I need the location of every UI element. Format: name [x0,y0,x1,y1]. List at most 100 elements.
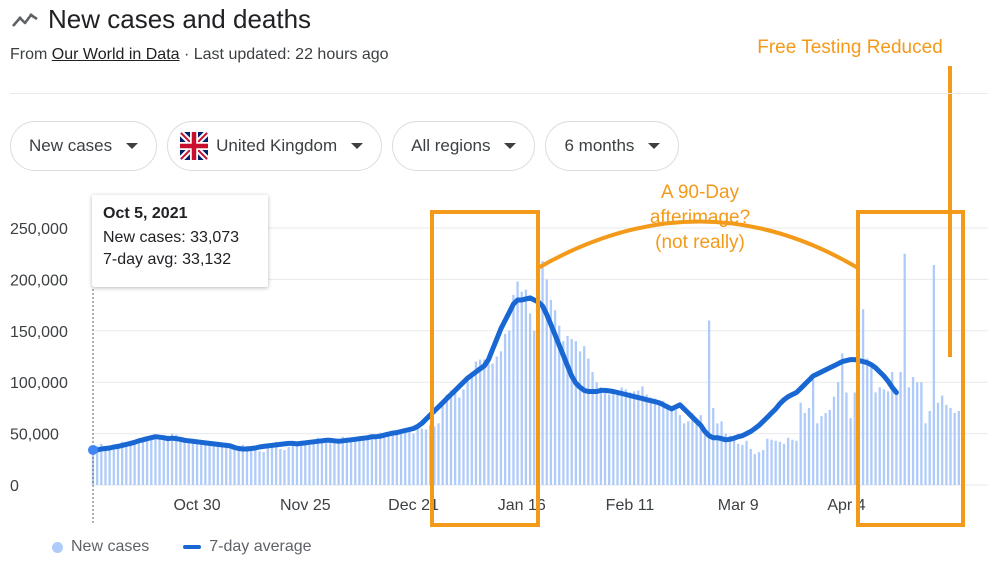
range-dropdown-label: 6 months [564,136,635,155]
tooltip-cases: New cases: 33,073 [103,229,240,246]
caret-down-icon [504,143,517,149]
tooltip-avg: 7-day avg: 33,132 [103,251,232,268]
metric-dropdown-label: New cases [29,136,113,155]
bar [316,437,319,485]
bar [553,310,557,485]
bar [483,359,486,485]
y-tick-label: 200,000 [10,272,68,289]
bar [216,445,220,485]
bar [175,434,178,485]
legend-swatch-7-day-average [183,545,202,549]
annotation-overlay [430,66,965,527]
bar [341,436,344,485]
range-dropdown[interactable]: 6 months [545,121,680,171]
bar [745,440,748,485]
bar [125,442,128,485]
x-tick-label: Mar 9 [718,497,759,514]
bar [145,437,149,485]
bar [795,440,798,485]
region-dropdown[interactable]: All regions [392,121,536,171]
bar [320,439,324,485]
bar [262,452,265,485]
bar [895,394,898,485]
bar [379,432,382,485]
bar [778,441,781,485]
bar [657,402,661,485]
bar [404,430,407,485]
legend-swatch-new-cases [52,541,63,553]
bar [241,444,245,485]
source-link[interactable]: Our World in Data [51,46,180,63]
bar [366,436,369,485]
divider [10,93,988,94]
bar [129,440,132,485]
y-tick-label: 100,000 [10,375,68,392]
bar [225,443,228,485]
line-series-7-day-average [90,295,899,454]
bar [845,392,848,485]
bar [520,291,523,485]
bar [545,279,548,485]
country-dropdown[interactable]: United Kingdom [167,121,383,171]
bar [566,335,569,485]
bar [374,437,378,485]
bar-series-new-cases [91,253,965,485]
bar [204,444,207,485]
bar [466,381,469,485]
bar [666,405,669,485]
bar [412,433,415,485]
bar [787,437,790,485]
legend-label-7-day-average: 7-day average [209,538,312,555]
bar [949,407,952,485]
bar [782,443,786,485]
bar [503,333,507,485]
bar [886,391,890,485]
bar [882,389,886,485]
bar [853,392,856,485]
bar [920,382,923,485]
bar [699,415,702,485]
bar [691,413,694,485]
bar [154,434,157,485]
caret-down-icon [126,143,139,149]
bar [741,444,744,485]
caret-down-icon [351,143,364,149]
bar [645,394,648,485]
bar [832,396,836,485]
bar [324,441,328,485]
y-tick-label: 250,000 [10,221,68,238]
bar [441,404,444,485]
bar [112,444,115,485]
bar [233,447,236,485]
annotation-free-testing: Free Testing Reduced [757,37,943,58]
bar [283,450,286,485]
bar [936,402,940,485]
last-updated: · Last updated: 22 hours ago [183,46,389,63]
country-dropdown-label: United Kingdom [216,136,338,155]
bar [524,289,528,485]
bar [911,377,915,485]
bar [849,418,852,485]
bar [333,439,336,485]
bar [757,452,761,485]
bar [907,387,911,485]
bar [245,445,249,485]
bar [820,416,823,485]
bar [799,402,802,485]
bar [591,371,594,485]
bar [570,339,573,485]
bar [828,409,831,485]
metric-dropdown[interactable]: New cases [10,121,158,171]
bar [866,358,869,485]
bar [674,409,677,485]
bar [774,440,777,485]
bar [874,392,877,485]
bar [891,371,894,485]
bar [354,440,357,485]
bar [941,395,944,485]
bar [299,440,303,485]
x-tick-label: Dec 21 [388,497,439,514]
bar [574,341,578,485]
region-dropdown-label: All regions [411,136,491,155]
